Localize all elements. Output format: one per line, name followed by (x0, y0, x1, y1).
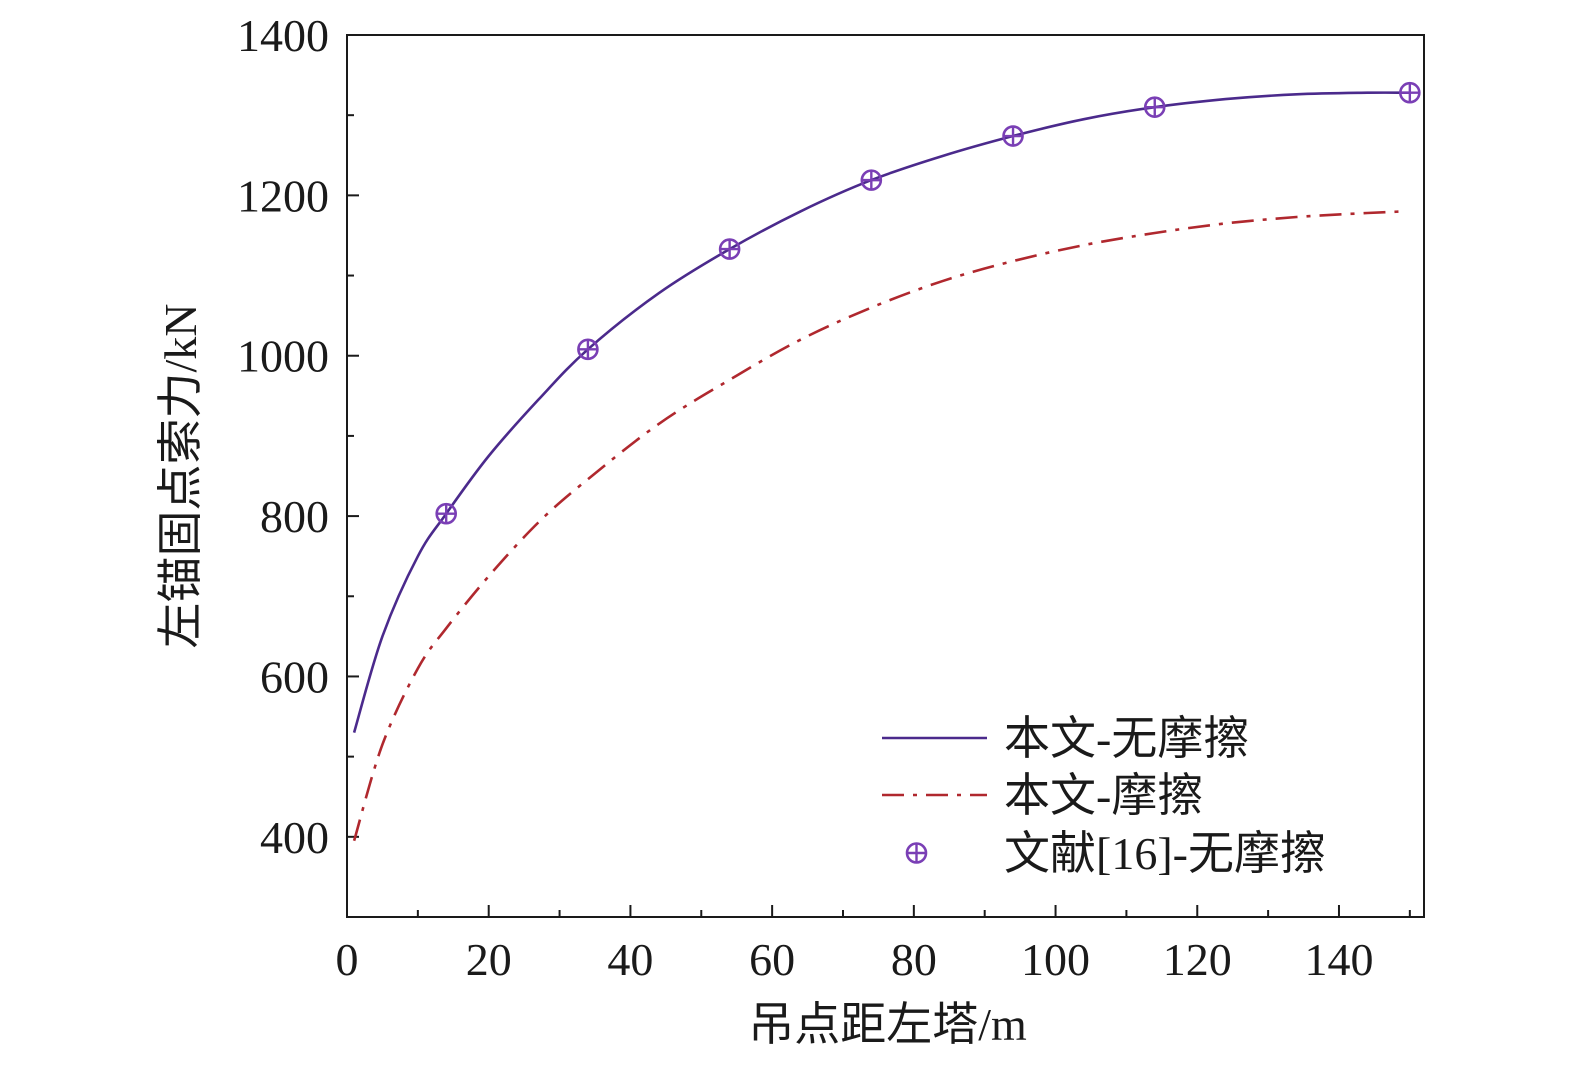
y-axis-ticks: 400 600 800 1000 1200 1400 (237, 10, 359, 918)
legend-marker-3 (905, 842, 928, 864)
y-tick-label: 1000 (237, 331, 329, 382)
x-tick-label: 100 (1021, 934, 1090, 985)
data-point-3 (718, 238, 741, 260)
y-tick-label: 1200 (237, 170, 329, 221)
data-point-3 (860, 169, 883, 191)
x-tick-label: 120 (1163, 934, 1232, 985)
series-line-2 (352, 210, 1403, 842)
x-tick-label: 0 (336, 934, 359, 985)
y-tick-label: 600 (260, 651, 329, 702)
x-tick-label: 20 (466, 934, 512, 985)
data-point-3 (435, 502, 457, 525)
series-layer (352, 81, 1421, 842)
x-axis-ticks: 0 20 40 60 80 100 120 140 (336, 905, 1411, 985)
y-axis-title: 左锚固点索力/kN (155, 304, 206, 649)
data-point-3 (1002, 125, 1024, 147)
legend-label-3: 文献[16]-无摩擦 (1004, 828, 1326, 879)
legend-label-2: 本文-摩擦 (1004, 770, 1203, 821)
plot-frame (346, 34, 1425, 918)
y-tick-label: 800 (260, 491, 329, 542)
x-tick-label: 40 (607, 934, 653, 985)
legend-label-1: 本文-无摩擦 (1004, 713, 1249, 764)
plot-border (346, 34, 1425, 918)
data-point-3 (1143, 96, 1166, 118)
x-axis-title: 吊点距左塔/m (748, 999, 1027, 1050)
data-point-3 (577, 338, 599, 361)
x-tick-label: 140 (1304, 934, 1373, 985)
x-tick-label: 80 (891, 934, 937, 985)
y-tick-label: 400 (260, 812, 329, 863)
data-point-3 (1399, 81, 1421, 104)
series-line-1 (352, 91, 1410, 733)
y-tick-label: 1400 (237, 10, 329, 61)
x-tick-label: 60 (749, 934, 795, 985)
